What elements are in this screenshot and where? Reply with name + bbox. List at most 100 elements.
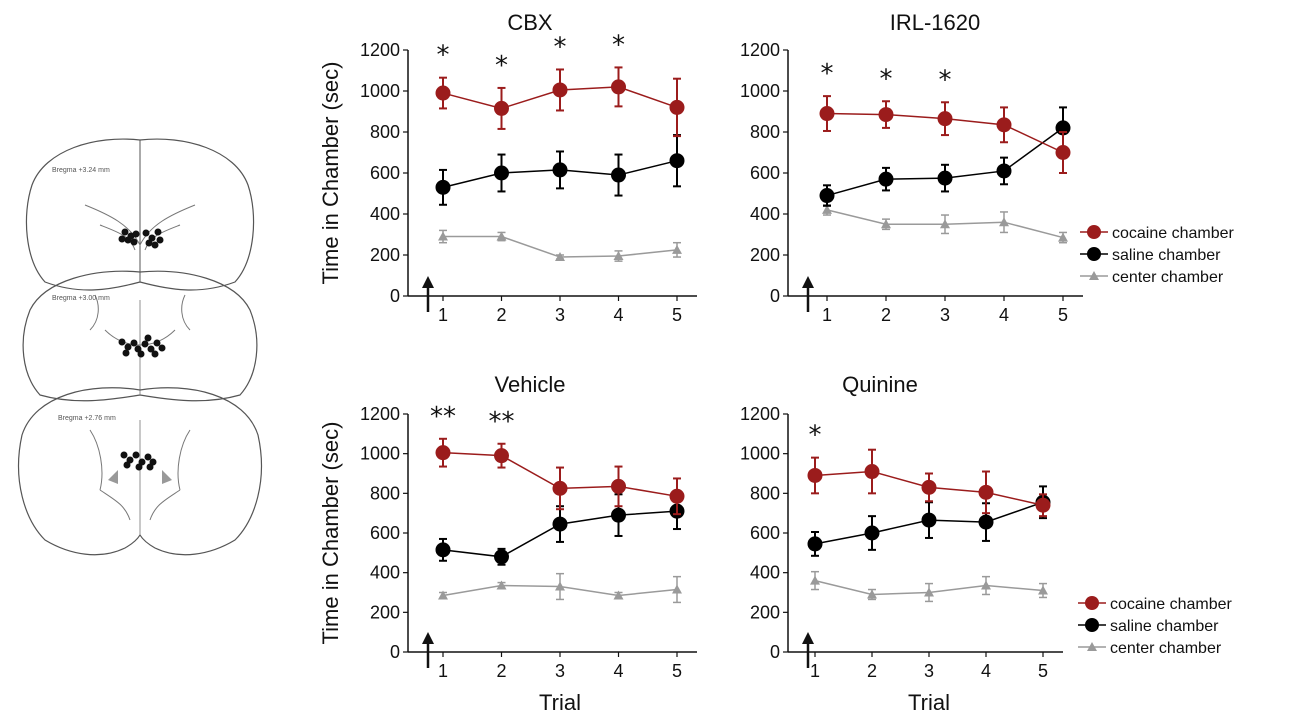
data-point — [438, 231, 448, 241]
bregma-label-3: Bregma +2.76 mm — [58, 415, 116, 422]
data-point — [496, 580, 507, 590]
brain-sections: Bregma +3.24 mm Bregma +3.00 mm — [18, 138, 262, 556]
y-tick-label: 200 — [750, 602, 780, 622]
data-point — [669, 153, 685, 169]
y-tick-label: 1000 — [740, 444, 780, 464]
legend-2: cocaine chamber saline chamber center cham… — [1078, 596, 1233, 657]
y-tick-label: 800 — [370, 122, 400, 142]
legend-1: cocaine chamber saline chamber center cham… — [1080, 225, 1235, 286]
y-tick-label: 800 — [750, 122, 780, 142]
y-tick-label: 1200 — [740, 404, 780, 424]
x-tick-label: 1 — [438, 661, 448, 681]
y-tick-label: 0 — [770, 642, 780, 662]
data-point — [435, 85, 451, 101]
data-point — [494, 549, 509, 565]
series-center — [810, 570, 1048, 603]
y-tick-label: 800 — [370, 483, 400, 503]
data-point — [494, 448, 509, 464]
data-point — [822, 204, 832, 214]
x-tick-label: 2 — [496, 305, 506, 325]
y-tick-label: 0 — [770, 286, 780, 306]
x-tick-label: 1 — [822, 305, 832, 325]
x-axis-label: Trial — [908, 690, 950, 715]
panel-title: Quinine — [842, 372, 918, 397]
data-point — [672, 584, 682, 594]
y-tick-label: 400 — [750, 563, 780, 583]
data-point — [819, 188, 835, 204]
series-cocaine — [435, 437, 685, 516]
series-center — [822, 204, 1068, 244]
data-point — [937, 170, 953, 186]
x-tick-label: 2 — [881, 305, 891, 325]
data-point — [978, 514, 994, 530]
y-tick-label: 1000 — [360, 81, 400, 101]
legend-marker — [1087, 247, 1101, 261]
data-point — [438, 590, 448, 600]
legend-item-saline: saline chamber — [1078, 618, 1219, 635]
brain-section-1: Bregma +3.24 mm — [25, 138, 255, 291]
data-point — [669, 99, 685, 115]
arrow-head — [422, 632, 434, 644]
data-point — [552, 480, 568, 496]
data-point — [494, 100, 509, 116]
x-tick-label: 4 — [613, 305, 623, 325]
x-tick-label: 5 — [672, 661, 682, 681]
data-point — [613, 251, 624, 261]
panel-title: IRL-1620 — [890, 10, 981, 35]
data-point — [435, 179, 451, 195]
data-point — [881, 219, 891, 229]
data-point — [496, 231, 507, 241]
legend-item-cocaine: cocaine chamber — [1078, 596, 1233, 613]
data-point — [996, 163, 1012, 179]
x-tick-label: 3 — [940, 305, 950, 325]
data-point — [552, 162, 568, 178]
x-tick-label: 2 — [496, 661, 506, 681]
injection-dots-3 — [120, 451, 157, 471]
y-tick-label: 600 — [370, 523, 400, 543]
data-point — [1055, 145, 1071, 160]
y-axis-label: Time in Chamber (sec) — [318, 62, 343, 285]
x-tick-label: 3 — [555, 305, 565, 325]
chart-panel-4: Quinine 0 200 400 600 800 1000 1200 1 2 3 4 5 Trial * — [740, 372, 1063, 715]
y-tick-label: 600 — [750, 523, 780, 543]
arrow-head — [802, 276, 814, 288]
data-point — [435, 542, 451, 558]
significance-marker: ** — [489, 407, 515, 437]
data-point — [494, 165, 509, 181]
y-tick-label: 1000 — [740, 81, 780, 101]
bregma-label-1: Bregma +3.24 mm — [52, 167, 110, 174]
data-point — [611, 79, 626, 95]
y-tick-label: 0 — [390, 286, 400, 306]
data-point — [611, 507, 626, 523]
legend-label: saline chamber — [1110, 618, 1219, 635]
series-center — [438, 572, 682, 604]
data-point — [937, 111, 953, 127]
legend-label: saline chamber — [1112, 247, 1221, 264]
data-point — [864, 464, 880, 480]
y-tick-label: 400 — [370, 563, 400, 583]
y-tick-label: 600 — [370, 163, 400, 183]
legend-marker — [1087, 642, 1097, 651]
arrow-head — [802, 632, 814, 644]
x-tick-label: 5 — [1038, 661, 1048, 681]
y-tick-label: 200 — [750, 245, 780, 265]
data-point — [996, 117, 1012, 133]
y-axis-label: Time in Chamber (sec) — [318, 422, 343, 645]
series-saline — [435, 134, 685, 206]
x-axis-label: Trial — [539, 690, 581, 715]
significance-marker: * — [809, 421, 822, 451]
data-point — [611, 167, 626, 183]
y-tick-label: 1200 — [360, 404, 400, 424]
data-point — [613, 590, 624, 600]
x-tick-label: 2 — [867, 661, 877, 681]
legend-label: center chamber — [1110, 640, 1222, 657]
y-tick-label: 1200 — [360, 40, 400, 60]
data-point — [978, 484, 994, 500]
data-point — [555, 581, 565, 591]
y-tick-label: 200 — [370, 245, 400, 265]
data-point — [672, 244, 682, 254]
x-tick-label: 3 — [555, 661, 565, 681]
x-tick-label: 4 — [613, 661, 623, 681]
injection-dots-1 — [118, 228, 164, 249]
significance-marker: ** — [430, 402, 456, 432]
